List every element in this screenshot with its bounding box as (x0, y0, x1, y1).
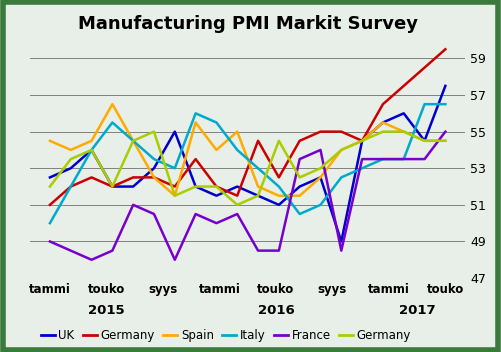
Text: 2017: 2017 (399, 304, 435, 317)
Legend: UK, Germany, Spain, Italy, France, Germany: UK, Germany, Spain, Italy, France, Germa… (36, 325, 416, 347)
Text: 2015: 2015 (88, 304, 125, 317)
Title: Manufacturing PMI Markit Survey: Manufacturing PMI Markit Survey (78, 15, 418, 33)
Text: 2016: 2016 (258, 304, 294, 317)
